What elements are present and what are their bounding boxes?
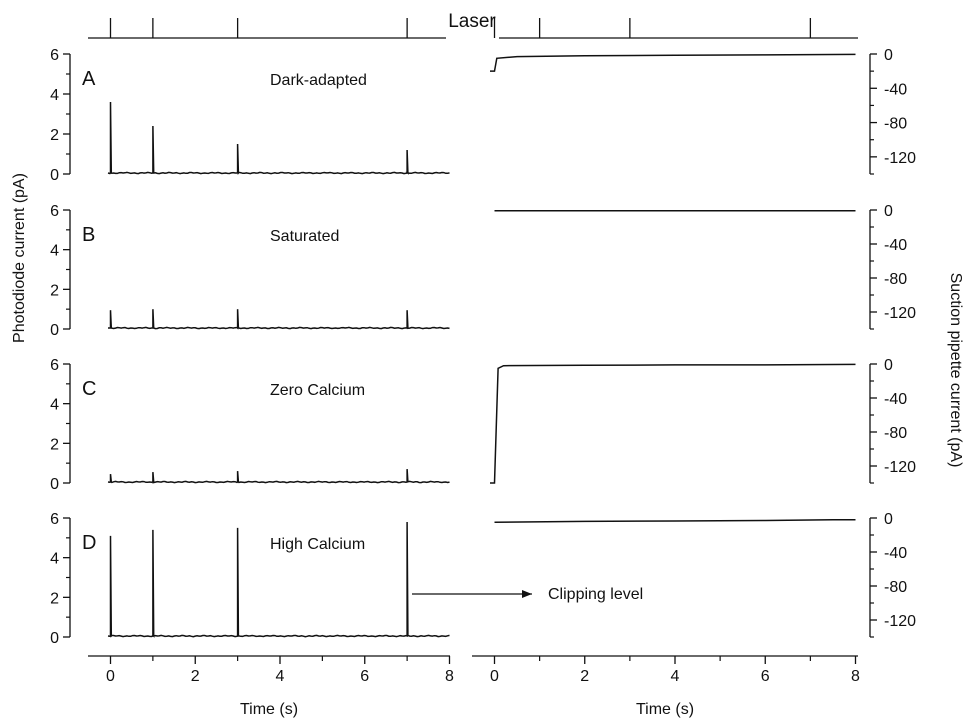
right-y-tick-label: -120 — [884, 150, 916, 167]
left-y-tick-label: 6 — [50, 511, 59, 528]
left-y-tick-label: 0 — [50, 630, 59, 647]
right-y-tick-label: -120 — [884, 305, 916, 322]
right-y-tick-label: 0 — [884, 203, 893, 220]
right-y-tick-label: -120 — [884, 459, 916, 476]
suction-trace — [490, 53, 856, 72]
left-y-tick-label: 6 — [50, 203, 59, 220]
panel-c: 0 2 4 6 0 -40 -80 -120 C Zero Calcium — [50, 357, 916, 493]
left-y-tick-label: 2 — [50, 436, 59, 453]
left-x-tick-label: 4 — [276, 668, 285, 685]
panel-letter: A — [82, 68, 96, 90]
panel-b: 0 2 4 6 0 -40 -80 -120 B Saturated — [50, 203, 916, 339]
right-y-tick-label: -80 — [884, 579, 907, 596]
clipping-arrow-head — [522, 590, 532, 598]
right-y-axis-title: Suction pipette current (pA) — [947, 273, 964, 468]
right-x-tick-label: 4 — [671, 668, 680, 685]
photodiode-trace — [107, 521, 450, 638]
left-y-tick-label: 0 — [50, 322, 59, 339]
photodiode-trace — [107, 469, 450, 484]
left-x-tick-label: 2 — [191, 668, 200, 685]
right-y-tick-label: -40 — [884, 545, 907, 562]
left-x-axis-title: Time (s) — [240, 701, 298, 718]
panel-d: 0 2 4 6 0 -40 -80 -120 D High Calcium — [50, 511, 916, 647]
left-y-axis-title: Photodiode current (pA) — [11, 173, 28, 343]
right-x-axis-title: Time (s) — [636, 701, 694, 718]
left-y-tick-label: 6 — [50, 47, 59, 64]
panel-title: High Calcium — [270, 536, 365, 553]
right-x-tick-label: 8 — [851, 668, 860, 685]
clipping-level-label: Clipping level — [548, 586, 643, 603]
left-y-tick-label: 4 — [50, 397, 59, 414]
right-y-tick-label: -80 — [884, 425, 907, 442]
right-y-tick-label: -120 — [884, 613, 916, 630]
right-x-tick-label: 2 — [580, 668, 589, 685]
panels: 0 2 4 6 0 -40 -80 -120 A Dark-adapted 0 2 4 6 0 -40 -80 -… — [50, 47, 916, 647]
panel-letter: C — [82, 378, 96, 400]
photodiode-trace — [108, 309, 450, 330]
left-y-tick-label: 6 — [50, 357, 59, 374]
right-x-tick-label: 0 — [490, 668, 499, 685]
left-y-tick-label: 4 — [50, 87, 59, 104]
bottom-axes: 0 2 4 6 8 Time (s) 0 2 4 6 8 Time (s) — [88, 655, 860, 718]
panel-letter: D — [82, 532, 96, 554]
right-y-tick-label: -40 — [884, 237, 907, 254]
right-y-tick-label: 0 — [884, 47, 893, 64]
photodiode-trace — [107, 101, 450, 176]
left-y-tick-label: 2 — [50, 282, 59, 299]
left-y-tick-label: 0 — [50, 167, 59, 184]
suction-trace — [490, 363, 856, 484]
suction-trace — [494, 518, 856, 524]
panel-title: Dark-adapted — [270, 72, 367, 89]
laser-label: Laser — [448, 11, 496, 32]
laser-indicator — [88, 18, 858, 39]
right-y-tick-label: 0 — [884, 511, 893, 528]
panel-letter: B — [82, 224, 95, 246]
left-y-tick-label: 2 — [50, 127, 59, 144]
right-y-tick-label: -40 — [884, 391, 907, 408]
left-x-tick-label: 6 — [360, 668, 369, 685]
left-y-tick-label: 4 — [50, 243, 59, 260]
right-y-tick-label: -80 — [884, 116, 907, 133]
left-y-tick-label: 4 — [50, 551, 59, 568]
left-x-tick-label: 8 — [445, 668, 454, 685]
clipping-annotation: Clipping level — [412, 586, 643, 603]
right-x-tick-label: 6 — [761, 668, 770, 685]
panel-title: Saturated — [270, 228, 339, 245]
panel-title: Zero Calcium — [270, 382, 365, 399]
left-y-tick-label: 0 — [50, 476, 59, 493]
right-y-tick-label: 0 — [884, 357, 893, 374]
right-y-tick-label: -80 — [884, 271, 907, 288]
left-y-tick-label: 2 — [50, 590, 59, 607]
left-x-tick-label: 0 — [106, 668, 115, 685]
right-y-tick-label: -40 — [884, 81, 907, 98]
panel-a: 0 2 4 6 0 -40 -80 -120 A Dark-adapted — [50, 47, 916, 184]
